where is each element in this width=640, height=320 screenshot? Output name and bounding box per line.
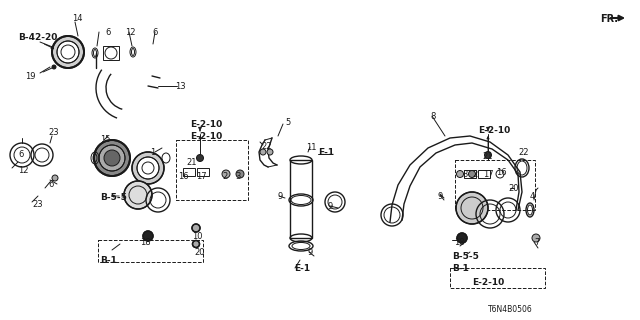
- Text: B-5-5: B-5-5: [100, 193, 127, 202]
- Text: 5: 5: [285, 118, 291, 127]
- Text: 12: 12: [18, 166, 29, 175]
- Circle shape: [52, 36, 84, 68]
- Bar: [290, 160, 312, 238]
- Bar: [455, 160, 535, 210]
- Text: 12: 12: [125, 28, 136, 37]
- Circle shape: [260, 149, 266, 155]
- Circle shape: [94, 140, 130, 176]
- Text: 20: 20: [508, 184, 518, 193]
- Text: E-1: E-1: [294, 264, 310, 273]
- Text: FR.: FR.: [600, 14, 618, 24]
- Text: E-2-10: E-2-10: [190, 132, 222, 141]
- Text: 18: 18: [454, 238, 465, 247]
- Circle shape: [99, 145, 125, 171]
- Circle shape: [52, 175, 58, 181]
- Text: 13: 13: [175, 82, 186, 91]
- Text: 8: 8: [430, 112, 435, 121]
- Circle shape: [124, 181, 152, 209]
- Circle shape: [132, 152, 164, 184]
- Text: 22: 22: [261, 142, 271, 151]
- Circle shape: [456, 192, 488, 224]
- Text: 3: 3: [235, 172, 241, 181]
- Text: 23: 23: [32, 200, 43, 209]
- Text: 16: 16: [496, 168, 507, 177]
- Text: E-2-10: E-2-10: [472, 278, 504, 287]
- Circle shape: [456, 171, 463, 178]
- Text: 14: 14: [72, 14, 83, 23]
- Text: 18: 18: [140, 238, 150, 247]
- Bar: [103, 46, 119, 60]
- Bar: [176, 140, 248, 200]
- Bar: [98, 240, 203, 262]
- Text: 11: 11: [306, 143, 317, 152]
- Text: E-1: E-1: [318, 148, 334, 157]
- Bar: [183, 168, 195, 176]
- Text: 2: 2: [222, 172, 227, 181]
- Text: T6N4B0506: T6N4B0506: [488, 305, 532, 314]
- Text: 17: 17: [196, 172, 207, 181]
- Text: 2: 2: [472, 170, 477, 179]
- Text: 21: 21: [482, 152, 493, 161]
- Text: E-2-10: E-2-10: [190, 120, 222, 129]
- Text: 1: 1: [150, 148, 156, 157]
- Text: B-1: B-1: [452, 264, 469, 273]
- Circle shape: [457, 233, 467, 243]
- Bar: [197, 168, 209, 176]
- Text: 15: 15: [100, 135, 111, 144]
- Text: B-5-5: B-5-5: [452, 252, 479, 261]
- Circle shape: [484, 151, 492, 158]
- Circle shape: [222, 170, 230, 178]
- Text: 4: 4: [530, 192, 535, 201]
- Text: 3: 3: [462, 170, 467, 179]
- Circle shape: [143, 231, 153, 241]
- Text: B-1: B-1: [100, 256, 117, 265]
- Text: E-2-10: E-2-10: [478, 126, 510, 135]
- Circle shape: [137, 157, 159, 179]
- Text: 6: 6: [152, 28, 157, 37]
- Text: 9: 9: [277, 192, 282, 201]
- Circle shape: [104, 150, 120, 166]
- Text: 10: 10: [192, 232, 202, 241]
- Circle shape: [196, 155, 204, 162]
- Text: B-42-20: B-42-20: [18, 33, 58, 42]
- Text: 7: 7: [534, 238, 540, 247]
- Circle shape: [532, 234, 540, 242]
- Text: 6: 6: [48, 180, 53, 189]
- Circle shape: [236, 170, 244, 178]
- Bar: [450, 268, 545, 288]
- Text: 20: 20: [194, 248, 205, 257]
- Text: 6: 6: [105, 28, 110, 37]
- Circle shape: [468, 171, 476, 178]
- Text: 9: 9: [307, 248, 312, 257]
- Circle shape: [193, 241, 200, 247]
- Text: 19: 19: [25, 72, 35, 81]
- Bar: [464, 170, 476, 178]
- Text: 22: 22: [518, 148, 529, 157]
- Text: 17: 17: [483, 170, 493, 179]
- Circle shape: [267, 149, 273, 155]
- Text: 23: 23: [48, 128, 59, 137]
- Text: 9: 9: [438, 192, 444, 201]
- Circle shape: [192, 224, 200, 232]
- Circle shape: [57, 41, 79, 63]
- Text: 21: 21: [186, 158, 196, 167]
- Text: 16: 16: [178, 172, 189, 181]
- Circle shape: [52, 65, 56, 69]
- Bar: [478, 170, 490, 178]
- Text: 6: 6: [18, 150, 24, 159]
- Text: 9: 9: [328, 202, 333, 211]
